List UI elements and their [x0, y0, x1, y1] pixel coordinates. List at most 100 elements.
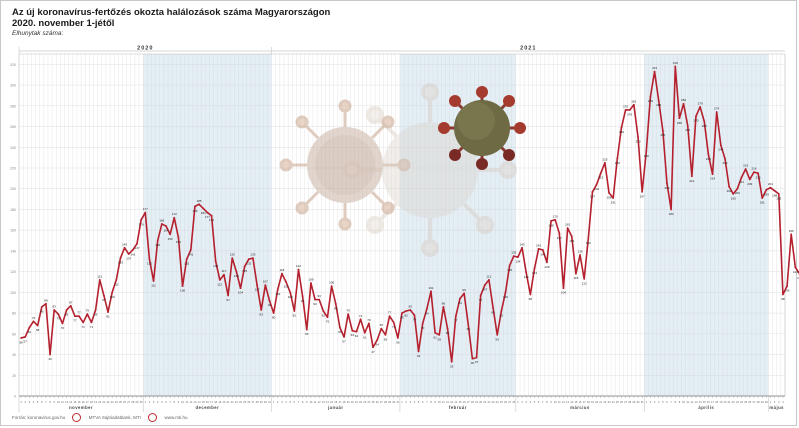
x-tick-label: 21 [728, 400, 731, 404]
x-tick-label: 16 [82, 400, 85, 404]
data-point [446, 327, 449, 330]
x-tick-label: 19 [218, 400, 221, 404]
x-tick-label: 23 [363, 400, 366, 404]
data-point [546, 261, 548, 264]
data-label: 236 [644, 154, 649, 158]
x-tick-label: 20 [595, 400, 598, 404]
x-tick-label: 12 [562, 400, 565, 404]
data-label: 104 [238, 291, 243, 295]
data-label: 142 [536, 243, 541, 247]
data-label: 147 [134, 246, 139, 250]
x-tick-label: 9 [434, 400, 436, 404]
virus-icon [438, 86, 526, 170]
data-point [256, 284, 258, 287]
data-label: 122 [296, 264, 301, 268]
x-tick-label: 12 [189, 400, 192, 404]
x-tick-label: 1 [20, 400, 22, 404]
x-tick-label: 16 [707, 400, 710, 404]
data-point [637, 136, 639, 138]
data-point [281, 272, 283, 275]
data-label: 36 [471, 361, 475, 365]
data-point [322, 310, 325, 312]
data-point [276, 288, 279, 291]
data-label: 197 [640, 194, 645, 198]
data-label: 169 [549, 223, 554, 227]
data-point [131, 248, 134, 251]
x-tick-label: 31 [396, 400, 399, 404]
data-label: 66 [338, 330, 342, 334]
data-label: 71 [392, 325, 396, 329]
data-point [305, 328, 308, 331]
x-tick-label: 27 [753, 400, 756, 404]
data-point [376, 339, 379, 341]
data-point [620, 126, 623, 129]
data-point [107, 311, 109, 313]
data-label: 170 [139, 222, 144, 226]
virus-icon [343, 83, 517, 257]
data-label: 81 [106, 315, 110, 319]
data-point [380, 327, 383, 330]
x-tick-label: 26 [247, 400, 250, 404]
data-label: 216 [751, 167, 756, 171]
data-point [500, 310, 503, 312]
data-point [388, 315, 391, 318]
y-tick-label: 180 [10, 208, 16, 212]
data-label: 112 [97, 274, 102, 278]
x-tick-label: 21 [483, 400, 486, 404]
data-point [127, 253, 130, 255]
x-tick-label: 8 [430, 400, 432, 404]
x-tick-label: 23 [492, 400, 495, 404]
x-tick-label: 6 [41, 400, 43, 404]
data-point [463, 292, 466, 295]
x-tick-label: 20 [724, 400, 727, 404]
data-label: 156 [789, 229, 794, 233]
mti-logo-icon [72, 413, 82, 422]
x-tick-label: 29 [761, 400, 764, 404]
data-label: 118 [280, 268, 285, 272]
data-point [189, 248, 192, 251]
data-point [24, 336, 27, 338]
data-point [537, 247, 540, 250]
data-point [512, 255, 515, 257]
data-label: 274 [714, 107, 719, 111]
data-point [765, 188, 768, 191]
month-labels: november december január február március ápri… [18, 396, 784, 412]
data-point [508, 264, 511, 267]
data-point [417, 350, 420, 353]
data-label: 195 [731, 196, 736, 200]
data-point [442, 305, 445, 308]
x-tick-label: 19 [347, 400, 350, 404]
data-label: 276 [623, 104, 628, 108]
x-tick-label: 17 [467, 400, 470, 404]
data-point [214, 260, 217, 263]
data-label: 59 [384, 337, 388, 341]
data-point [719, 144, 722, 147]
x-axis: 1 2 3 4 5 6 7 8 9 10 11 12 13 14 15 16 17 18 19 20 21 22 23 24 2… [19, 395, 785, 404]
data-label: 89 [44, 298, 48, 302]
x-tick-label: 24 [115, 400, 118, 404]
data-point [773, 189, 776, 192]
x-tick-label: 20 [98, 400, 101, 404]
data-label: 97 [226, 298, 230, 302]
data-point [632, 103, 635, 106]
data-label: 129 [544, 265, 549, 269]
x-tick-label: 7 [670, 400, 672, 404]
data-label: 191 [611, 201, 616, 205]
data-point [326, 316, 329, 319]
data-point [111, 291, 114, 294]
data-label: 225 [602, 157, 607, 161]
data-point [777, 193, 780, 195]
month-label: április [698, 405, 714, 410]
data-label: 111 [151, 283, 156, 287]
data-label: 177 [143, 207, 148, 211]
x-tick-label: 23 [235, 400, 238, 404]
virus-icon [279, 99, 411, 231]
data-point [786, 285, 788, 288]
data-point [297, 268, 300, 271]
data-label: 215 [598, 176, 603, 180]
x-tick-label: 18 [214, 400, 217, 404]
data-point [657, 99, 660, 102]
x-tick-label: 19 [94, 400, 97, 404]
data-label: 57 [342, 339, 346, 343]
